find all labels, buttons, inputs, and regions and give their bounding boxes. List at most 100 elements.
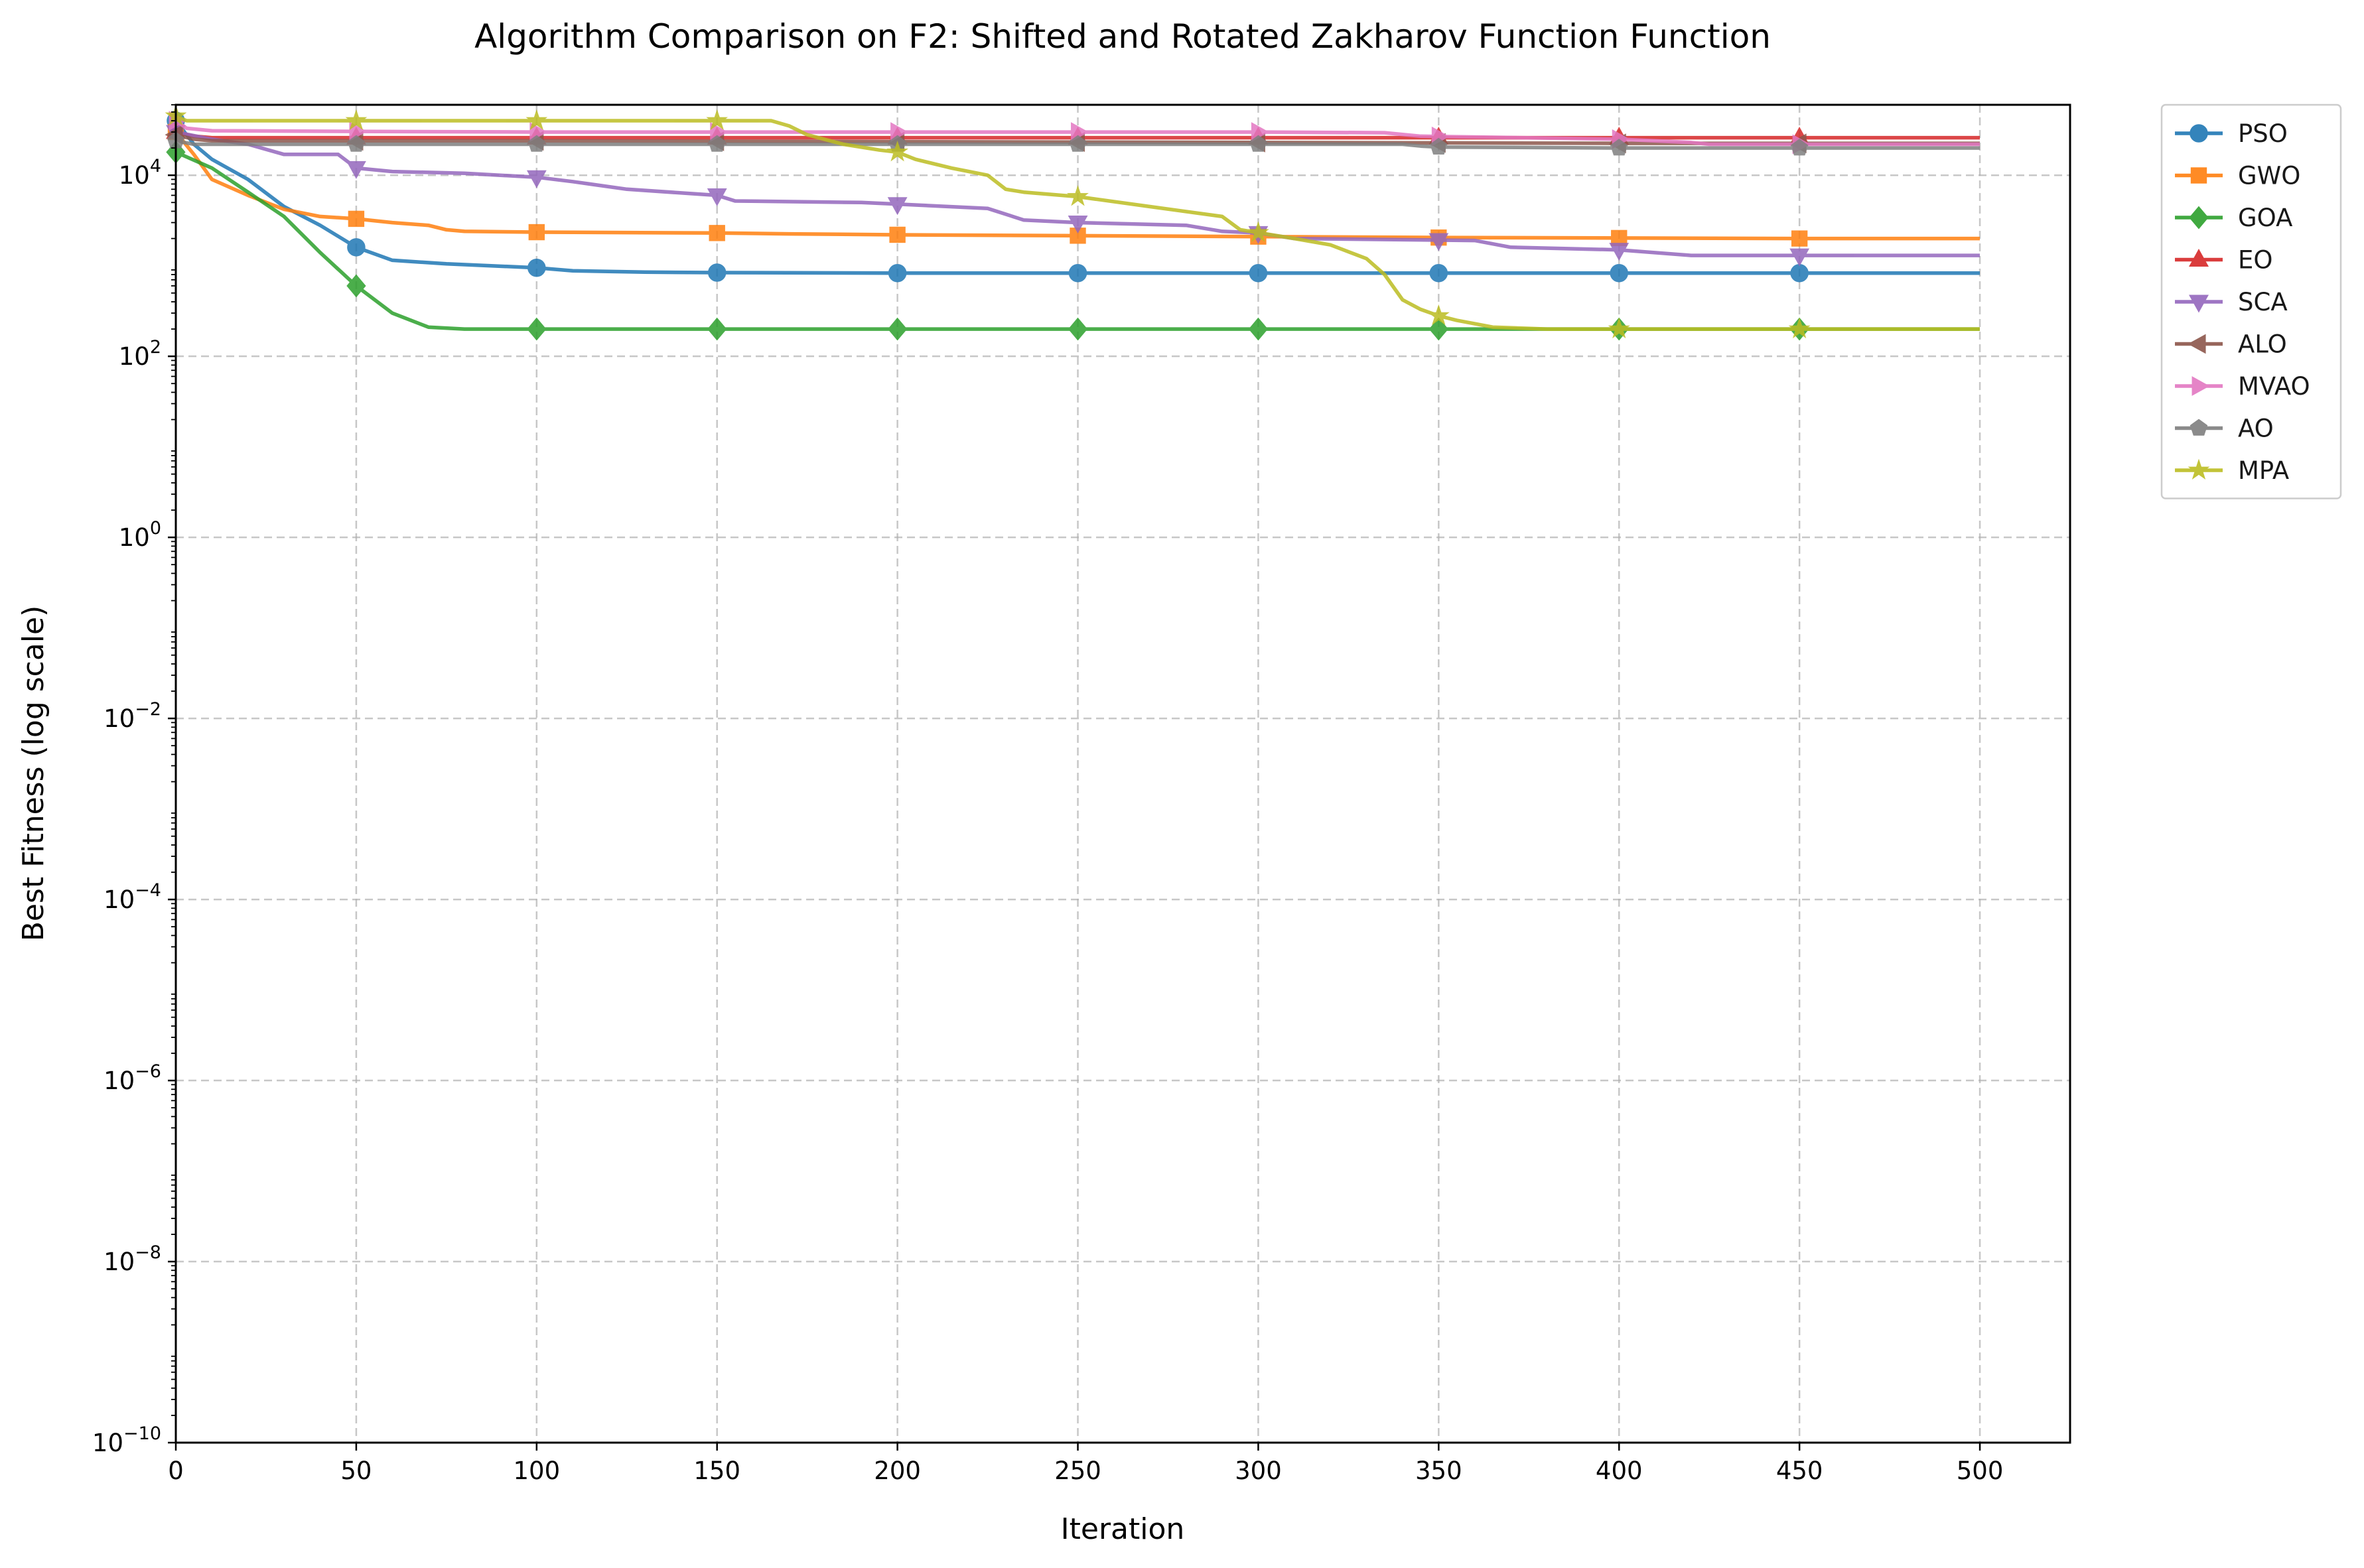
legend-item: MPA xyxy=(2175,456,2289,485)
data-point xyxy=(527,258,546,277)
data-point xyxy=(526,170,547,188)
y-tick-base: 10 xyxy=(92,1429,123,1457)
data-point xyxy=(888,263,907,283)
y-tick-base: 10 xyxy=(104,1067,135,1095)
data-point xyxy=(347,135,366,152)
x-tick-label: 50 xyxy=(340,1457,372,1485)
legend-item: MVAO xyxy=(2175,372,2310,401)
series-line-goa xyxy=(174,150,1980,331)
data-point xyxy=(1608,317,1630,339)
x-tick-label: 0 xyxy=(168,1457,184,1485)
series-line-pso xyxy=(174,119,1980,275)
x-tick-label: 250 xyxy=(1054,1457,1101,1485)
legend-item: ALO xyxy=(2175,330,2287,359)
legend-label: GOA xyxy=(2238,204,2292,232)
data-point xyxy=(1428,233,1449,251)
data-point xyxy=(1068,317,1088,341)
data-point xyxy=(1427,304,1450,326)
data-point xyxy=(527,135,546,152)
data-point xyxy=(1429,263,1448,283)
data-point xyxy=(1248,317,1269,341)
legend-item: EO xyxy=(2175,246,2273,275)
series-line-ao xyxy=(175,139,1980,150)
data-point xyxy=(527,317,547,341)
data-point xyxy=(1249,135,1267,152)
legend-item: AO xyxy=(2175,415,2274,443)
data-point xyxy=(346,274,366,298)
y-tick-exponent: −2 xyxy=(135,699,161,720)
y-tick-base: 10 xyxy=(104,704,135,733)
legend-label: MPA xyxy=(2238,456,2289,485)
data-point xyxy=(1067,185,1089,206)
data-point xyxy=(349,121,368,142)
y-tick-exponent: 2 xyxy=(150,337,161,358)
y-tick-exponent: −8 xyxy=(135,1242,161,1263)
data-point xyxy=(1249,263,1268,283)
data-point xyxy=(1788,317,1811,339)
data-point xyxy=(1790,263,1809,283)
y-axis-label: Best Fitness (log scale) xyxy=(17,606,50,942)
data-point xyxy=(1609,243,1630,261)
legend-marker xyxy=(2189,294,2209,313)
data-point xyxy=(1610,139,1628,156)
data-point xyxy=(1068,263,1087,283)
data-point xyxy=(1068,216,1088,234)
data-point xyxy=(1789,248,1810,267)
legend: PSO GWO GOA EO SCA ALO MVAO AO MPA xyxy=(2160,103,2342,499)
y-tick-exponent: −10 xyxy=(123,1423,161,1444)
legend-marker xyxy=(2190,419,2208,436)
y-tick-exponent: 0 xyxy=(150,518,161,539)
data-point xyxy=(346,161,366,179)
data-point xyxy=(1428,317,1448,341)
legend-label: MVAO xyxy=(2238,372,2310,401)
x-tick-label: 100 xyxy=(513,1457,560,1485)
data-point xyxy=(887,197,908,216)
x-tick-label: 300 xyxy=(1235,1457,1282,1485)
legend-item: PSO xyxy=(2175,119,2288,148)
y-tick-label: 100 xyxy=(119,518,161,552)
data-point xyxy=(347,238,366,257)
legend-label: ALO xyxy=(2238,330,2287,359)
data-point xyxy=(345,109,368,130)
y-tick-label: 10−6 xyxy=(104,1061,161,1095)
y-tick-exponent: 4 xyxy=(150,156,161,176)
y-tick-base: 10 xyxy=(119,161,150,190)
data-point xyxy=(1791,230,1808,247)
y-tick-exponent: −6 xyxy=(135,1061,161,1082)
data-point xyxy=(707,317,727,341)
legend-marker xyxy=(2190,124,2208,143)
y-tick-label: 10−2 xyxy=(104,699,161,733)
y-tick-base: 10 xyxy=(104,885,135,914)
legend-marker xyxy=(2189,249,2209,267)
x-tick-label: 400 xyxy=(1596,1457,1643,1485)
y-tick-base: 10 xyxy=(119,523,150,552)
data-point xyxy=(707,188,727,206)
legend-marker xyxy=(2188,458,2210,480)
legend-label: SCA xyxy=(2238,288,2288,316)
x-tick-label: 150 xyxy=(693,1457,740,1485)
data-point xyxy=(708,135,726,152)
legend-label: GWO xyxy=(2238,162,2300,190)
data-point xyxy=(707,263,727,282)
y-tick-label: 104 xyxy=(119,156,161,190)
y-tick-label: 10−8 xyxy=(104,1242,161,1276)
x-tick-label: 200 xyxy=(874,1457,921,1485)
y-tick-label: 10−4 xyxy=(104,880,161,914)
legend-item: GWO xyxy=(2175,162,2300,190)
data-point xyxy=(1790,139,1809,156)
legend-marker xyxy=(2189,206,2209,229)
legend-item: GOA xyxy=(2175,204,2292,232)
x-tick-label: 350 xyxy=(1415,1457,1462,1485)
series-line-mvao xyxy=(174,119,1980,147)
chart-title: Algorithm Comparison on F2: Shifted and … xyxy=(474,17,1771,56)
y-tick-base: 10 xyxy=(104,1248,135,1276)
series-layer xyxy=(165,104,1980,341)
data-point xyxy=(709,225,725,241)
legend-item: SCA xyxy=(2175,288,2288,316)
data-point xyxy=(348,210,365,228)
data-point xyxy=(1069,135,1087,152)
y-tick-label: 10−10 xyxy=(92,1423,161,1457)
plot-area xyxy=(174,103,2071,1444)
